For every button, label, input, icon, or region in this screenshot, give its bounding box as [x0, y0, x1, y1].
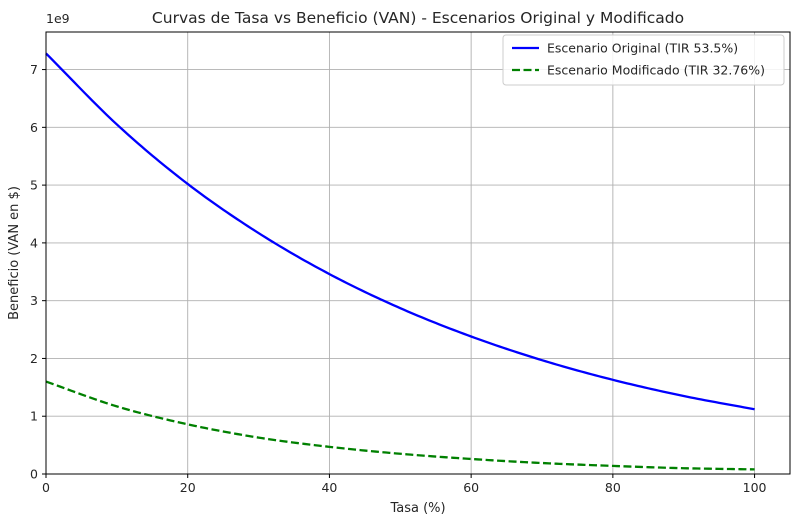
series-layer: [45, 52, 755, 471]
y-tick-label: 1: [30, 409, 38, 424]
y-offset-label: 1e9: [46, 11, 70, 26]
legend-label-modificado: Escenario Modificado (TIR 32.76%): [547, 63, 765, 78]
chart-title: Curvas de Tasa vs Beneficio (VAN) - Esce…: [152, 9, 684, 27]
x-tick-label: 20: [180, 480, 196, 495]
y-tick-label: 6: [30, 120, 38, 135]
y-tick-label: 2: [30, 351, 38, 366]
y-tick-label: 5: [30, 178, 38, 193]
x-axis-label: Tasa (%): [389, 501, 445, 516]
y-axis-label: Beneficio (VAN en $): [7, 186, 22, 320]
legend: Escenario Original (TIR 53.5%) Escenario…: [502, 34, 785, 86]
x-tick-label: 0: [42, 480, 50, 495]
legend-box: [502, 34, 785, 86]
y-tick-label: 0: [30, 467, 38, 482]
y-tick-label: 4: [30, 235, 38, 250]
x-tick-label: 60: [463, 480, 479, 495]
series-line-modificado: [45, 380, 755, 471]
grid: [45, 32, 790, 475]
y-tick-label: 7: [30, 62, 38, 77]
x-tick-label: 80: [605, 480, 621, 495]
series-line-original: [45, 52, 755, 411]
legend-label-original: Escenario Original (TIR 53.5%): [547, 41, 738, 56]
y-tick-label: 3: [30, 293, 38, 308]
x-tick-label: 40: [321, 480, 337, 495]
ticks: 0 20 40 60 80 100 0 1 2 3 4 5 6 7: [30, 62, 767, 495]
plot-frame: [45, 31, 791, 475]
x-tick-label: 100: [743, 480, 767, 495]
